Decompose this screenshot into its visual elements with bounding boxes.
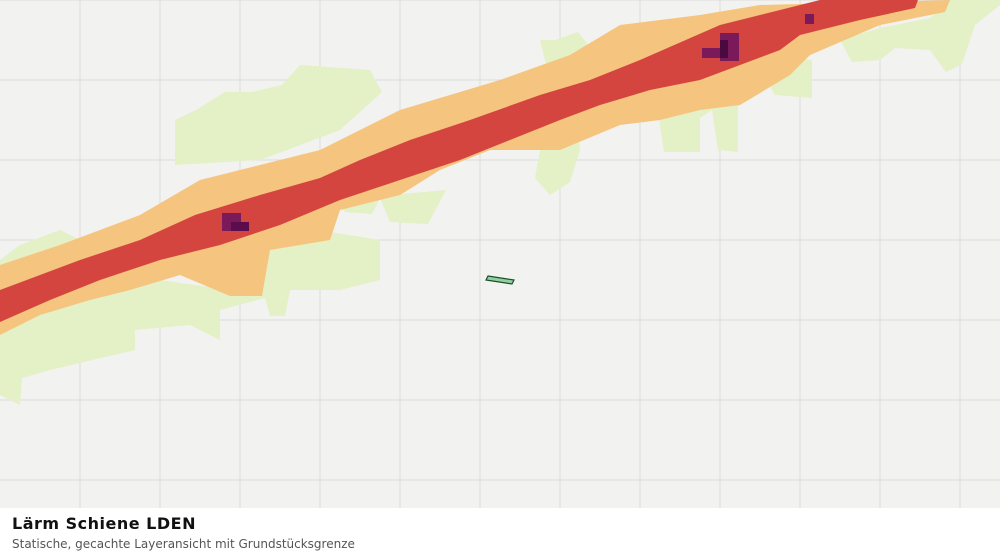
noise-zone-very-high <box>222 14 814 231</box>
noise-area <box>702 48 720 58</box>
map-title: Lärm Schiene LDEN <box>12 514 196 533</box>
noise-area <box>720 40 728 58</box>
noise-zone-medium <box>0 0 950 335</box>
noise-area <box>840 0 1000 72</box>
noise-area <box>175 65 382 165</box>
noise-area <box>231 222 249 231</box>
noise-zone-high <box>0 0 918 322</box>
noise-area <box>805 14 814 24</box>
footer <box>0 508 1000 560</box>
map-subtitle: Statische, gecachte Layeransicht mit Gru… <box>12 537 355 551</box>
parcel-boundary <box>485 275 515 285</box>
